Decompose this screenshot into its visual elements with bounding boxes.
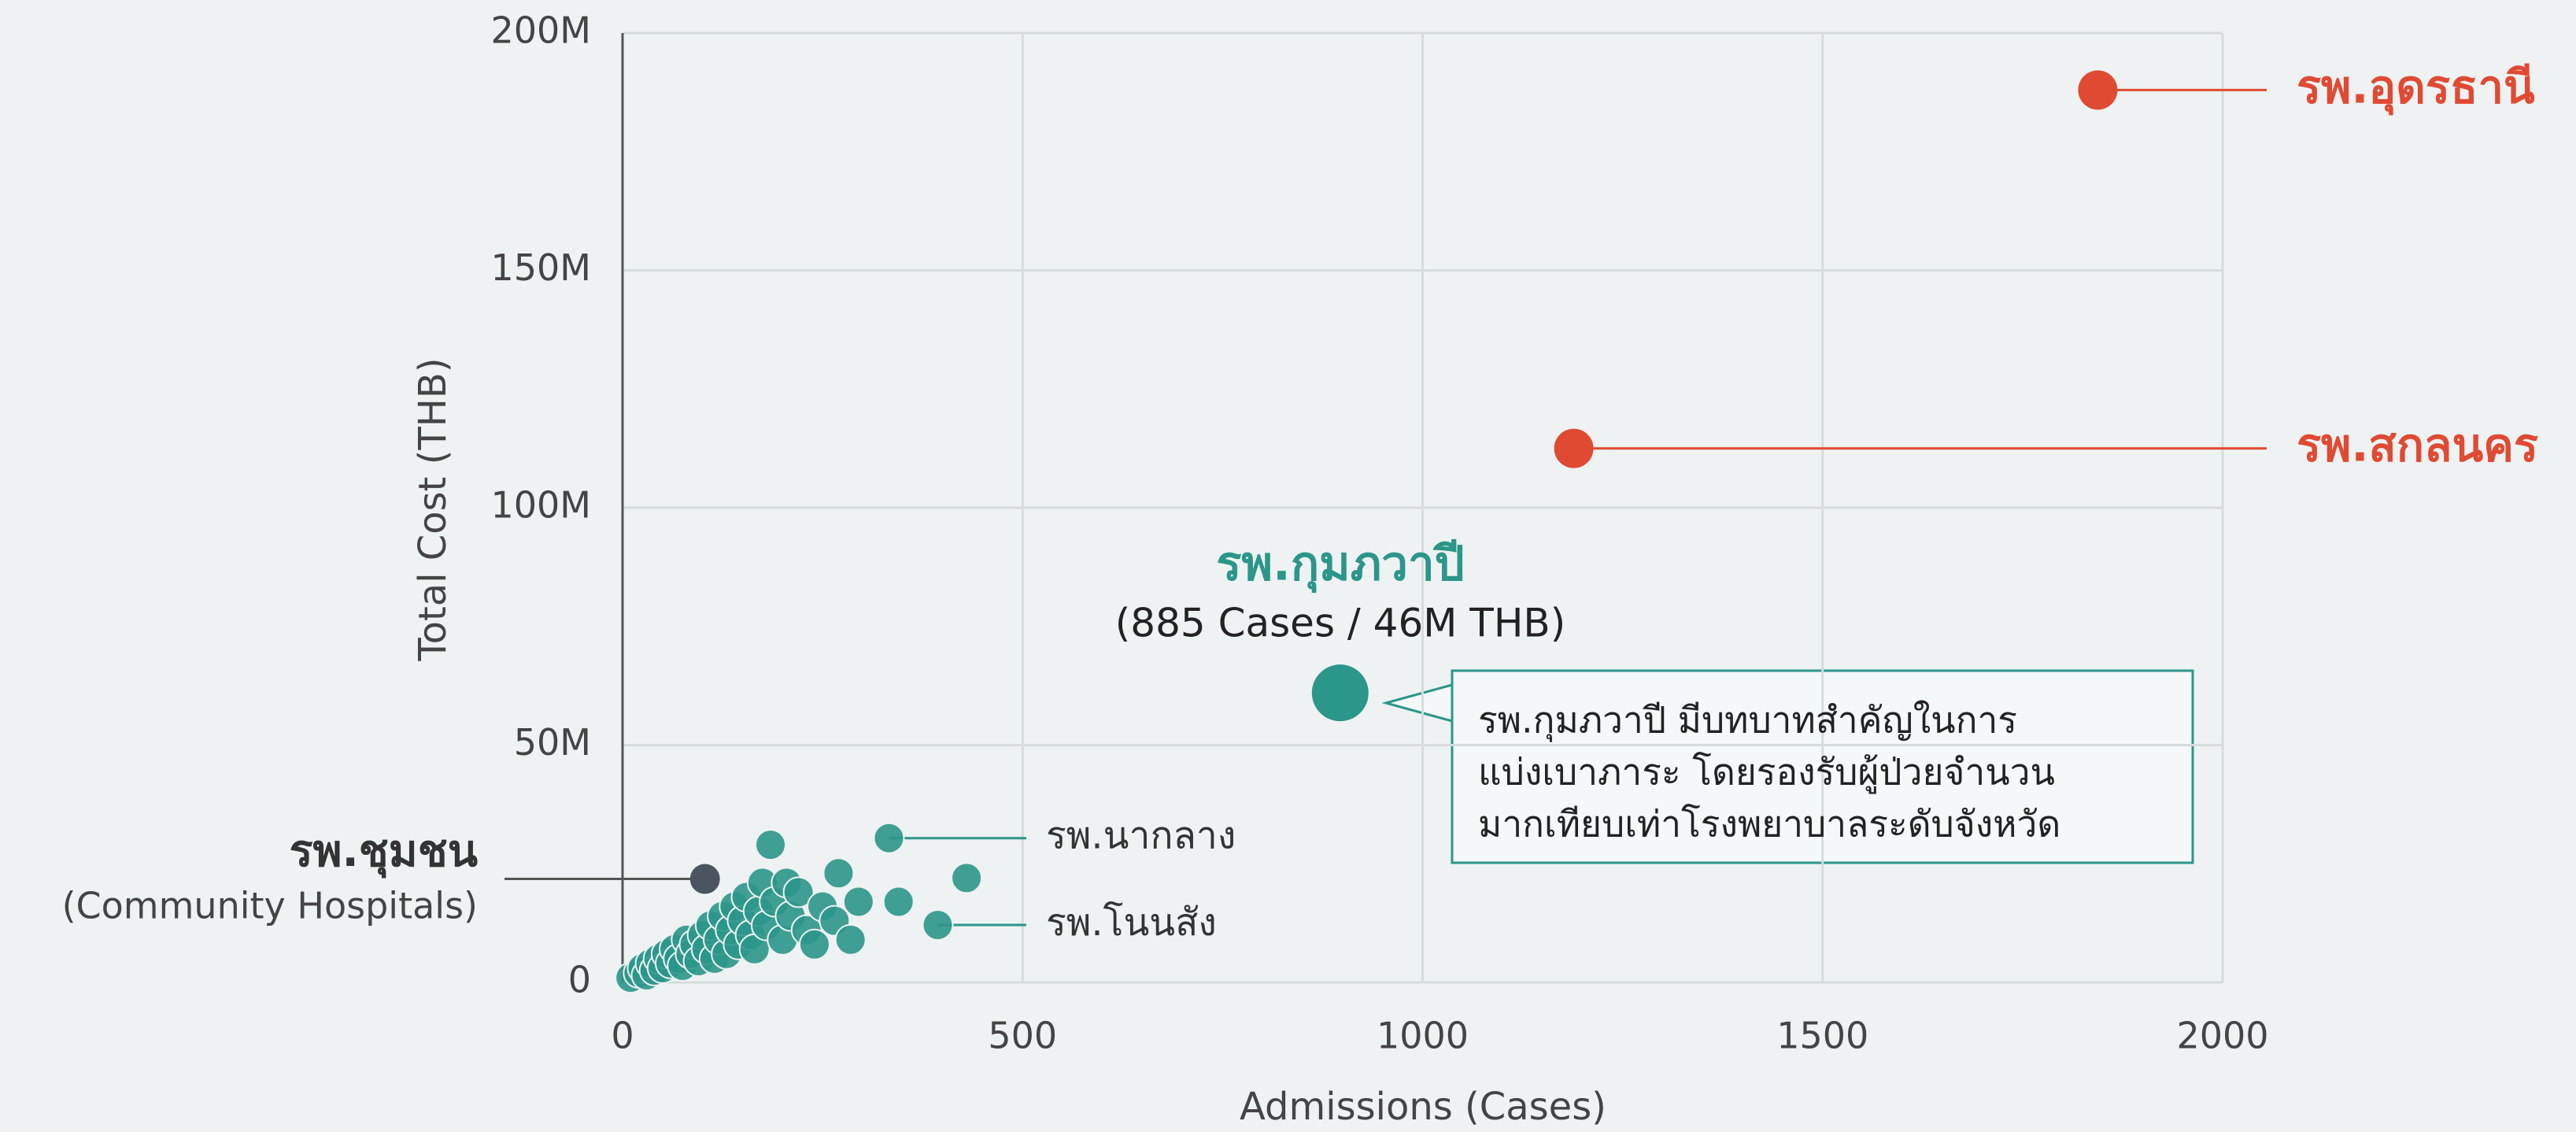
data-point xyxy=(798,928,830,960)
annotation: (Community Hospitals) xyxy=(62,885,478,927)
data-point xyxy=(922,909,954,941)
x-tick-label: 1500 xyxy=(1776,1015,1868,1057)
y-axis-title: Total Cost (THB) xyxy=(411,357,455,661)
x-tick-label: 2000 xyxy=(2176,1015,2268,1057)
y-tick-label: 0 xyxy=(568,959,591,1001)
data-point xyxy=(782,876,815,908)
x-tick-label: 500 xyxy=(988,1015,1057,1057)
callout-text: รพ.กุมภวาปี มีบทบาทสำคัญในการ xyxy=(1478,699,2017,743)
data-point xyxy=(834,923,867,956)
x-tick-label: 0 xyxy=(611,1015,634,1057)
callout-text: มากเทียบเท่าโรงพยาบาลระดับจังหวัด xyxy=(1478,803,2060,845)
y-tick-label: 50M xyxy=(514,721,591,764)
y-tick-label: 150M xyxy=(491,246,592,289)
y-tick-label: 200M xyxy=(491,9,592,52)
x-axis-title: Admissions (Cases) xyxy=(1240,1085,1606,1129)
data-point xyxy=(951,862,983,894)
annotation: (885 Cases / 46M THB) xyxy=(1115,601,1566,646)
annotation: รพ.ชุมชน xyxy=(290,826,478,879)
callout-box xyxy=(1381,669,2194,864)
annotation: รพ.อุดรธานี xyxy=(2297,60,2535,116)
data-point xyxy=(2078,70,2118,110)
data-point xyxy=(1311,664,1369,722)
data-point xyxy=(873,822,905,854)
data-point xyxy=(842,886,874,918)
y-tick-label: 100M xyxy=(491,484,592,527)
annotation: รพ.สกลนคร xyxy=(2297,419,2538,472)
data-point xyxy=(689,864,720,894)
data-point xyxy=(1554,428,1594,468)
annotation: รพ.กุมภวาปี xyxy=(1216,537,1464,594)
annotation: รพ.นากลาง xyxy=(1046,814,1236,858)
data-point xyxy=(882,886,915,918)
x-tick-label: 1000 xyxy=(1377,1015,1469,1057)
callout-text: แบ่งเบาภาระ โดยรองรับผู้ป่วยจำนวน xyxy=(1478,751,2055,794)
data-point xyxy=(755,829,787,861)
data-point xyxy=(822,857,855,890)
annotation: รพ.โนนสัง xyxy=(1046,901,1217,945)
